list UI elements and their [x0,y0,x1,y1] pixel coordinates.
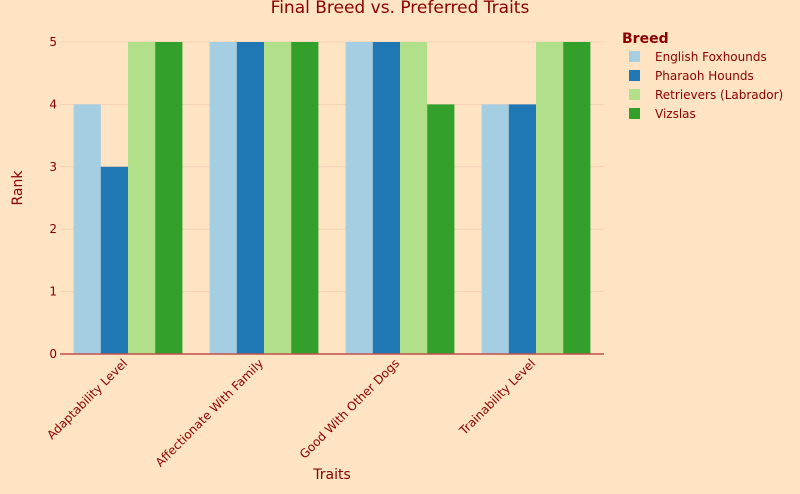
y-tick-label: 0 [49,347,57,361]
y-tick-labels: 0 1 2 3 4 5 [49,35,57,361]
legend: Breed English Foxhounds Pharaoh Hounds Ret… [622,31,783,121]
legend-item-label: English Foxhounds [655,50,767,64]
bar [372,42,400,354]
y-tick-label: 5 [49,35,57,49]
y-tick-label: 2 [49,222,57,236]
bar [128,42,156,354]
bars [73,42,591,355]
chart-title: Final Breed vs. Preferred Traits [271,0,530,18]
legend-item-label: Retrievers (Labrador) [655,88,783,102]
bar [400,42,428,354]
bar [563,42,591,354]
legend-title: Breed [622,31,669,47]
bar [481,104,509,355]
bar [345,42,373,354]
y-tick-label: 1 [49,285,57,299]
bar [100,166,128,354]
bar [264,42,292,354]
legend-swatch [629,51,640,62]
bar [536,42,564,354]
bar [291,42,319,354]
legend-swatch [629,70,640,81]
y-tick-label: 4 [49,97,57,111]
bar [236,42,264,354]
legend-swatch [629,89,640,100]
legend-swatch [629,108,640,119]
legend-item-label: Pharaoh Hounds [655,69,754,83]
bar [427,104,455,355]
x-axis-title: Traits [312,467,351,483]
bar [155,42,183,354]
legend-item-label: Vizslas [655,107,696,121]
y-tick-label: 3 [49,160,57,174]
bar [508,104,536,355]
bar [209,42,237,354]
bar [73,104,101,355]
y-axis-title: Rank [10,170,26,206]
